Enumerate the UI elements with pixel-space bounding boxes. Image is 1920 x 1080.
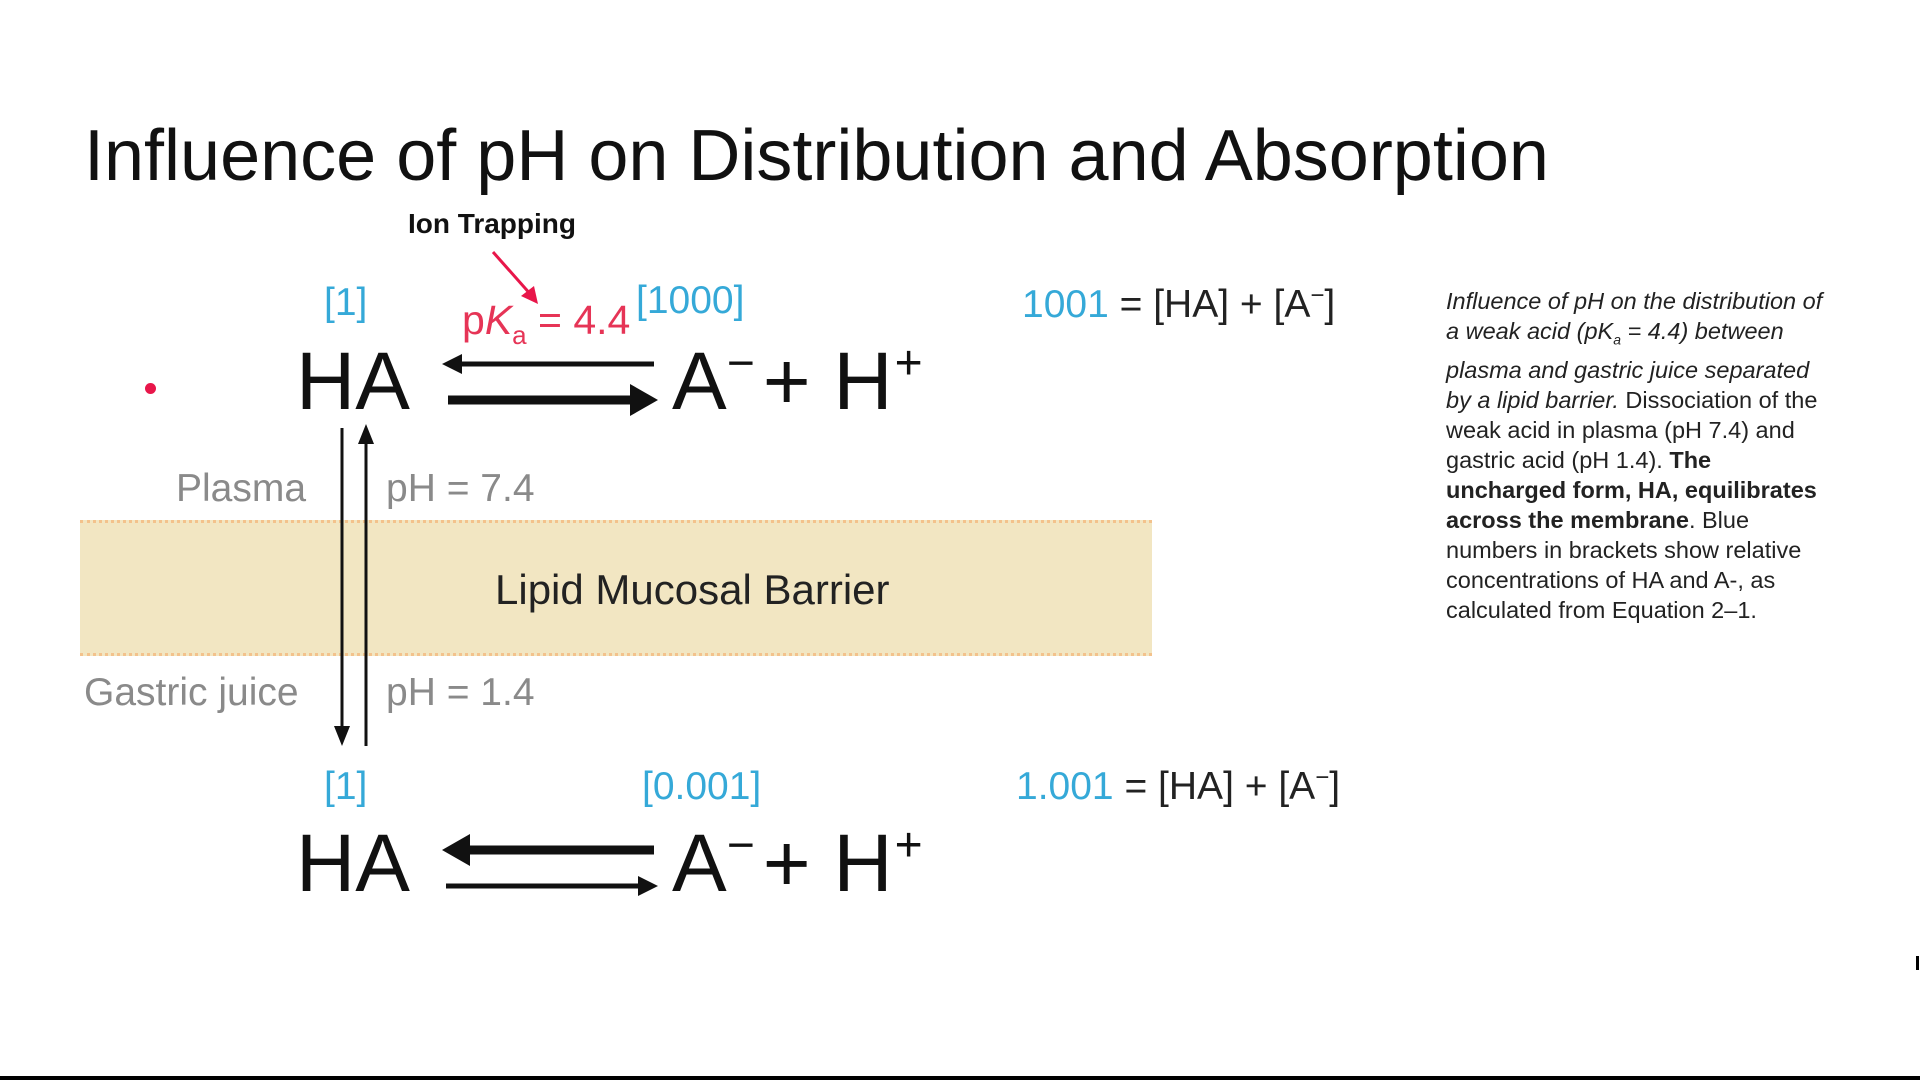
gastric-ph: pH = 1.4 bbox=[386, 671, 535, 714]
plasma-sum-value: 1001 bbox=[1022, 283, 1109, 326]
plasma-ha-concentration: [1] bbox=[324, 281, 368, 324]
down-arrow-head bbox=[334, 726, 350, 746]
lipid-barrier bbox=[80, 520, 1152, 656]
plasma-forward-arrow-head bbox=[630, 384, 658, 416]
plasma-sum-sup: − bbox=[1310, 282, 1325, 309]
plasma-label: Plasma bbox=[176, 467, 307, 510]
caption-plain-2: . Blue numbers in brackets show relative… bbox=[1446, 506, 1802, 623]
gastric-h-charge: + bbox=[894, 819, 923, 872]
caption-plain-1: Dissociation of the weak acid in plasma … bbox=[1446, 386, 1818, 473]
caption-italic-2: = 4.4) between plasma and gastric juice … bbox=[1446, 318, 1810, 413]
ion-trapping-label: Ion Trapping bbox=[408, 208, 576, 239]
gastric-a-charge: − bbox=[726, 819, 755, 872]
caption-bold-1: The uncharged form, HA, equilibrates acr… bbox=[1446, 446, 1817, 533]
plasma-a-charge: − bbox=[726, 337, 755, 390]
barrier-label: Lipid Mucosal Barrier bbox=[495, 566, 890, 613]
pka-p: p bbox=[462, 297, 485, 343]
gastric-ha-concentration: [1] bbox=[324, 765, 368, 808]
plasma-reverse-arrow-head bbox=[442, 354, 462, 374]
plasma-a-base: A bbox=[672, 336, 727, 427]
gastric-a-concentration: [0.001] bbox=[642, 765, 762, 808]
plasma-h-charge: + bbox=[894, 337, 923, 390]
laser-pointer-dot bbox=[145, 383, 156, 394]
caption-italic-sub: a bbox=[1613, 331, 1621, 348]
pka-value: = 4.4 bbox=[526, 297, 631, 343]
gastric-ha: HA bbox=[296, 818, 410, 909]
slide-title: Influence of pH on Distribution and Abso… bbox=[84, 116, 1549, 196]
figure-caption: Influence of pH on the distribution of a… bbox=[1446, 286, 1836, 625]
bottom-bar bbox=[0, 1076, 1920, 1080]
pka-k: K bbox=[484, 297, 513, 343]
plasma-sum-right: ] bbox=[1324, 283, 1336, 326]
plasma-sum-left: = [HA] + [A bbox=[1108, 283, 1311, 326]
plasma-a-concentration: [1000] bbox=[636, 279, 745, 322]
gastric-sum-left: = [HA] + [A bbox=[1113, 765, 1316, 808]
gastric-forward-arrow-head bbox=[638, 876, 658, 896]
gastric-plus-h: + H bbox=[762, 818, 893, 909]
gastric-reverse-arrow-head bbox=[442, 834, 470, 866]
pka-subscript: a bbox=[512, 320, 527, 350]
pka-label: pKa = 4.4 bbox=[462, 296, 631, 350]
caption-italic-1: Influence of pH on the distribution of a… bbox=[1446, 288, 1823, 344]
plasma-products: A−+ H+ bbox=[672, 336, 923, 440]
plasma-sum-equation: 1001 = [HA] + [A−] bbox=[1022, 282, 1335, 333]
gastric-sum-right: ] bbox=[1329, 765, 1341, 808]
gastric-products: A−+ H+ bbox=[672, 818, 923, 922]
plasma-ha: HA bbox=[296, 336, 410, 427]
plasma-plus-h: + H bbox=[762, 336, 893, 427]
gastric-sum-sup: − bbox=[1315, 764, 1330, 791]
gastric-label: Gastric juice bbox=[84, 671, 299, 714]
ion-trapping-pointer bbox=[491, 251, 534, 297]
gastric-sum-equation: 1.001 = [HA] + [A−] bbox=[1016, 764, 1340, 815]
gastric-a-base: A bbox=[672, 818, 727, 909]
gastric-sum-value: 1.001 bbox=[1016, 765, 1114, 808]
plasma-ph: pH = 7.4 bbox=[386, 467, 535, 510]
edge-mark bbox=[1916, 956, 1919, 970]
